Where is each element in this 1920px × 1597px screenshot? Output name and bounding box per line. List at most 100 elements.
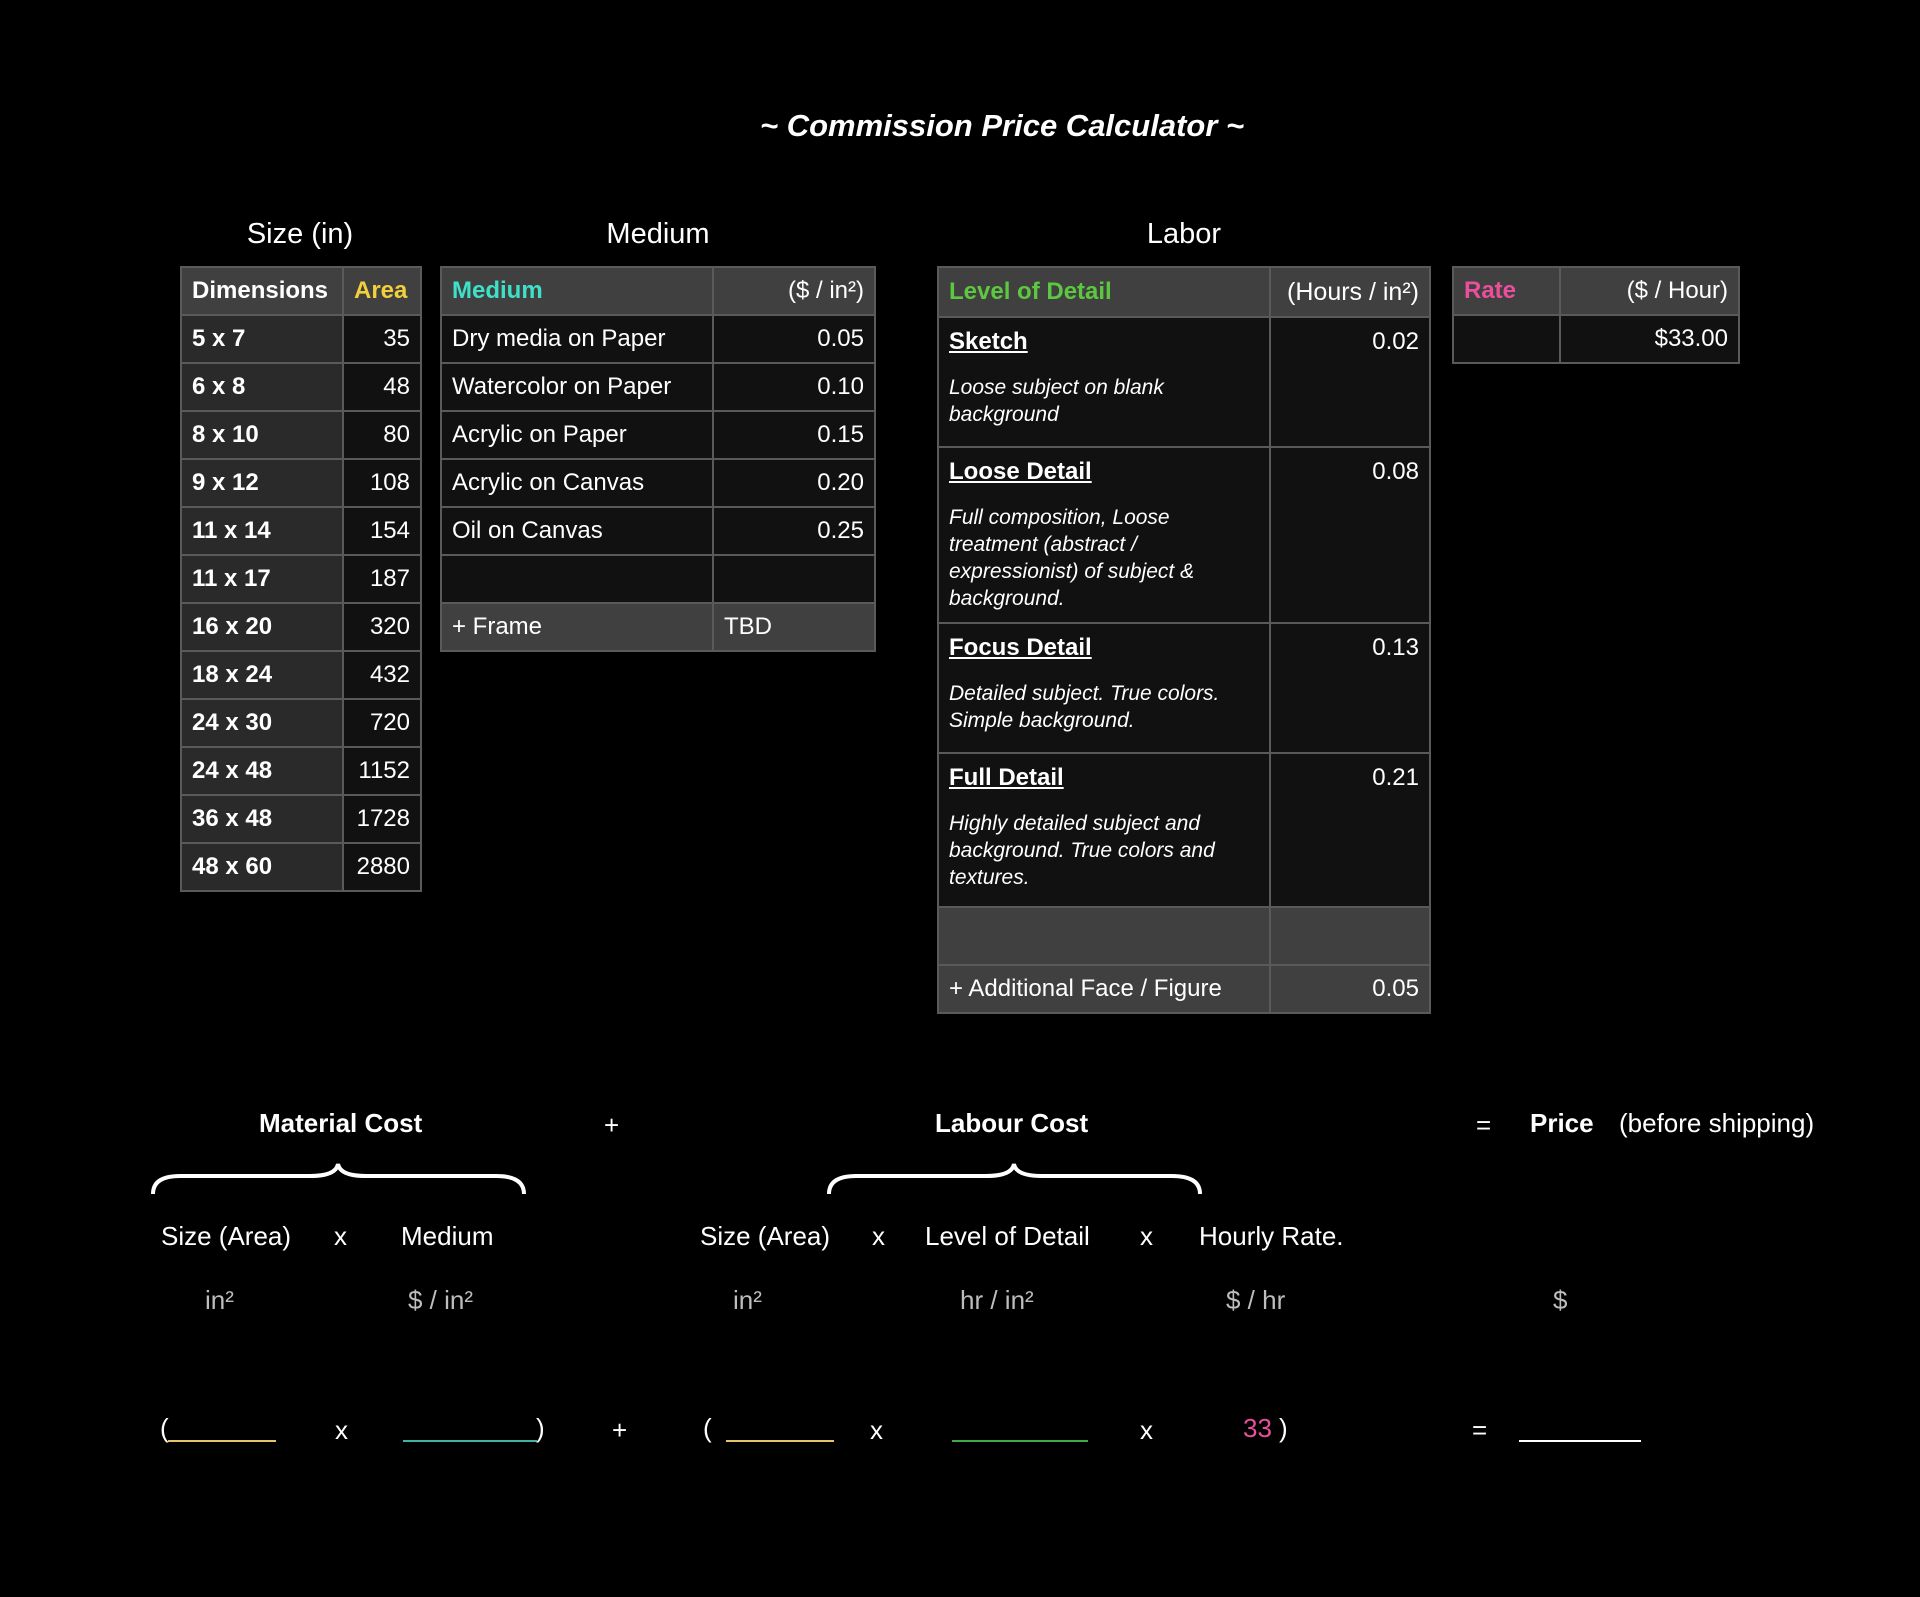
size-area-cell: 1152 [342, 746, 422, 796]
rate-table: Rate ($ / Hour) $33.00 [1451, 266, 1740, 364]
detail-level-description: Detailed subject. True colors. Simple ba… [949, 682, 1220, 732]
unit-medium: $ / in² [408, 1285, 474, 1315]
size-dimensions-cell: 16 x 20 [180, 602, 344, 652]
frame-label: + Frame [440, 602, 714, 652]
size-dimensions-cell: 24 x 30 [180, 698, 344, 748]
material-cost-heading: Material Cost [259, 1108, 423, 1138]
size-area-blank[interactable] [726, 1440, 834, 1442]
unit-level: hr / in² [960, 1285, 1034, 1315]
size-dimensions-cell: 8 x 10 [180, 410, 344, 460]
unit-area: in² [733, 1285, 762, 1315]
term-size-area: Size (Area) [700, 1221, 831, 1251]
medium-price-cell: 0.05 [712, 314, 876, 364]
table-row: 16 x 20 320 [180, 602, 422, 652]
labor-empty-cell [1269, 906, 1431, 966]
table-row: Dry media on Paper 0.05 [440, 314, 876, 364]
size-col-area: Area [342, 266, 422, 316]
labor-section-heading: Labor [1146, 218, 1222, 250]
additional-face-label: + Additional Face / Figure [937, 964, 1271, 1014]
detail-level-description: Highly detailed subject and background. … [949, 812, 1215, 889]
times-sign: x [1140, 1415, 1153, 1445]
plus-sign: + [612, 1415, 628, 1445]
table-row: Oil on Canvas 0.25 [440, 506, 876, 556]
medium-price-cell: 0.20 [712, 458, 876, 508]
medium-blank[interactable] [403, 1440, 537, 1442]
table-row: Acrylic on Canvas 0.20 [440, 458, 876, 508]
additional-face-value: 0.05 [1269, 964, 1431, 1014]
size-area-blank[interactable] [168, 1440, 276, 1442]
size-area-cell: 48 [342, 362, 422, 412]
open-paren: ( [160, 1413, 169, 1443]
rate-empty-cell [1451, 314, 1562, 364]
times-sign: x [1140, 1221, 1153, 1251]
size-area-cell: 2880 [342, 842, 422, 892]
detail-level-description: Full composition, Loose treatment (abstr… [949, 506, 1195, 610]
table-row: Sketch Loose subject on blank background 0… [937, 316, 1431, 448]
detail-level-name: Sketch [949, 328, 1028, 355]
size-rows: 5 x 7 35 6 x 8 48 8 x 10 80 9 x 12 108 11 x 14 15… [180, 314, 422, 892]
table-row: Loose Detail Full composition, Loose trea… [937, 446, 1431, 624]
labor-col-hours: (Hours / in²) [1269, 266, 1431, 318]
term-level-of-detail: Level of Detail [925, 1221, 1090, 1251]
table-row: 48 x 60 2880 [180, 842, 422, 892]
size-dimensions-cell: 18 x 24 [180, 650, 344, 700]
detail-level-cell: Loose Detail Full composition, Loose trea… [937, 446, 1271, 624]
medium-rows: Dry media on Paper 0.05 Watercolor on Pape… [440, 314, 876, 556]
size-section-heading: Size (in) [246, 218, 354, 250]
size-area-cell: 1728 [342, 794, 422, 844]
material-brace-icon [151, 1163, 526, 1195]
medium-price-cell: 0.25 [712, 506, 876, 556]
table-row: 18 x 24 432 [180, 650, 422, 700]
rate-col-unit: ($ / Hour) [1559, 266, 1740, 316]
equals-sign: = [1472, 1415, 1488, 1445]
size-dimensions-cell: 24 x 48 [180, 746, 344, 796]
detail-hours-cell: 0.13 [1269, 622, 1431, 754]
title-text: ~ Commission Price Calculator ~ [760, 108, 1245, 143]
times-sign: x [334, 1221, 347, 1251]
medium-name-cell: Acrylic on Canvas [440, 458, 714, 508]
size-dimensions-cell: 48 x 60 [180, 842, 344, 892]
rate-value-inline: 33 [1243, 1413, 1272, 1443]
detail-level-name: Loose Detail [949, 458, 1092, 485]
table-row: 5 x 7 35 [180, 314, 422, 364]
medium-col-price: ($ / in²) [712, 266, 876, 316]
detail-hours-cell: 0.02 [1269, 316, 1431, 448]
labor-empty-cell [937, 906, 1271, 966]
term-medium: Medium [401, 1221, 494, 1251]
times-sign: x [870, 1415, 883, 1445]
medium-price-cell: 0.15 [712, 410, 876, 460]
open-paren: ( [703, 1413, 712, 1443]
unit-area: in² [205, 1285, 234, 1315]
times-sign: x [335, 1415, 348, 1445]
table-row: 24 x 48 1152 [180, 746, 422, 796]
medium-name-cell: Dry media on Paper [440, 314, 714, 364]
labor-col-level: Level of Detail [937, 266, 1271, 318]
labor-rows: Sketch Loose subject on blank background 0… [937, 316, 1431, 908]
table-row: 24 x 30 720 [180, 698, 422, 748]
size-area-cell: 720 [342, 698, 422, 748]
level-of-detail-blank[interactable] [952, 1440, 1088, 1442]
size-area-cell: 80 [342, 410, 422, 460]
detail-level-cell: Sketch Loose subject on blank background [937, 316, 1271, 448]
table-row: 9 x 12 108 [180, 458, 422, 508]
size-area-cell: 432 [342, 650, 422, 700]
unit-price: $ [1553, 1285, 1568, 1315]
size-area-cell: 320 [342, 602, 422, 652]
unit-rate: $ / hr [1226, 1285, 1286, 1315]
rate-value: $33.00 [1559, 314, 1740, 364]
times-sign: x [872, 1221, 885, 1251]
medium-price-cell: 0.10 [712, 362, 876, 412]
labour-brace-icon [827, 1163, 1202, 1195]
size-col-dimensions: Dimensions [180, 266, 344, 316]
table-row: 11 x 17 187 [180, 554, 422, 604]
size-dimensions-cell: 5 x 7 [180, 314, 344, 364]
size-table: Dimensions Area 5 x 7 35 6 x 8 48 8 x 10 80 9 … [180, 266, 422, 892]
table-row: Acrylic on Paper 0.15 [440, 410, 876, 460]
price-blank[interactable] [1519, 1440, 1641, 1442]
medium-col-medium: Medium [440, 266, 714, 316]
detail-hours-cell: 0.21 [1269, 752, 1431, 908]
price-note: (before shipping) [1619, 1108, 1815, 1138]
labor-table: Level of Detail (Hours / in²) Sketch Loos… [937, 266, 1431, 1014]
detail-level-cell: Focus Detail Detailed subject. True color… [937, 622, 1271, 754]
table-row: 6 x 8 48 [180, 362, 422, 412]
